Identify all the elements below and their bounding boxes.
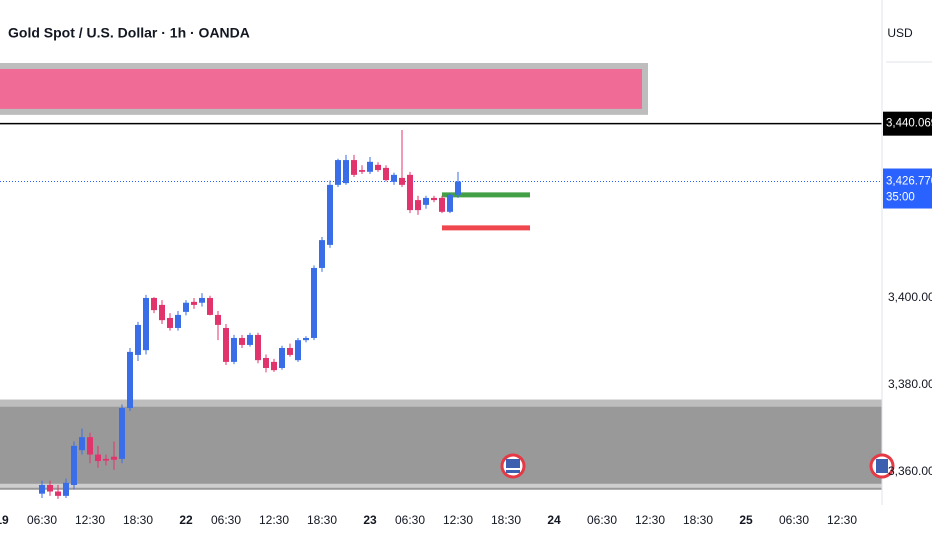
candle-body xyxy=(271,361,277,371)
candle-body xyxy=(335,160,341,185)
candle-body xyxy=(215,314,221,325)
x-tick-label: 06:30 xyxy=(211,513,241,527)
candle-body xyxy=(127,351,133,409)
event-flag xyxy=(500,453,526,479)
candle-body xyxy=(191,301,197,305)
candle-body xyxy=(327,184,333,245)
x-tick-label: 19 xyxy=(0,513,9,527)
event-flag xyxy=(869,453,895,479)
candle-body xyxy=(415,200,421,211)
x-tick-label: 18:30 xyxy=(307,513,337,527)
candle-body xyxy=(175,314,181,328)
candle-body xyxy=(71,445,77,485)
candle-body xyxy=(447,194,453,212)
candle-body xyxy=(39,484,45,494)
candle-body xyxy=(223,327,229,362)
candle-body xyxy=(255,334,261,361)
candle-body xyxy=(431,197,437,201)
x-tick-label: 12:30 xyxy=(75,513,105,527)
last-price-label-bg xyxy=(883,168,932,209)
candle-body xyxy=(455,181,461,195)
candle-body xyxy=(287,347,293,355)
candle-body xyxy=(407,174,413,211)
x-tick-label: 12:30 xyxy=(827,513,857,527)
zone-border xyxy=(0,483,882,488)
candle-body xyxy=(423,197,429,205)
countdown-label: 35:00 xyxy=(886,192,915,204)
candle-body xyxy=(207,297,213,315)
candle-body xyxy=(79,437,85,451)
candle-body xyxy=(55,491,61,496)
candle-body xyxy=(439,197,445,212)
candle-body xyxy=(383,167,389,181)
candle-body xyxy=(391,174,397,182)
x-tick-label: 18:30 xyxy=(123,513,153,527)
x-tick-label: 24 xyxy=(547,513,561,527)
level-label: 3,440.069 xyxy=(886,118,932,130)
zone xyxy=(0,399,882,490)
candle-body xyxy=(199,297,205,303)
x-tick-label: 18:30 xyxy=(683,513,713,527)
candle-body xyxy=(359,170,365,172)
zone xyxy=(0,63,648,115)
x-tick-label: 22 xyxy=(179,513,193,527)
y-tick-label: 3,380.000 xyxy=(888,377,932,391)
candle-body xyxy=(87,437,93,455)
candle-body xyxy=(63,482,69,496)
candle-body xyxy=(119,408,125,459)
candle-body xyxy=(303,337,309,341)
candle-body xyxy=(151,297,157,311)
candle-body xyxy=(183,302,189,312)
zone-border xyxy=(0,399,882,407)
x-tick-label: 12:30 xyxy=(635,513,665,527)
candle-body xyxy=(247,334,253,345)
candle-body xyxy=(295,340,301,361)
currency-label: USD xyxy=(887,26,913,40)
candle-body xyxy=(263,357,269,368)
x-tick-label: 06:30 xyxy=(27,513,57,527)
candle-body xyxy=(135,324,141,355)
x-tick-label: 06:30 xyxy=(779,513,809,527)
candle-body xyxy=(167,317,173,328)
candle-body xyxy=(143,297,149,351)
chart-title: Gold Spot / U.S. Dollar · 1h · OANDA xyxy=(8,25,250,41)
x-tick-label: 12:30 xyxy=(259,513,289,527)
y-tick-label: 3,360.000 xyxy=(888,464,932,478)
candle-body xyxy=(343,160,349,184)
x-tick-label: 23 xyxy=(363,513,377,527)
candle-body xyxy=(231,337,237,362)
last-price-label: 3,426.770 xyxy=(886,176,932,188)
x-tick-label: 12:30 xyxy=(443,513,473,527)
x-tick-label: 18:30 xyxy=(491,513,521,527)
candle-body xyxy=(239,337,245,345)
y-tick-label: 3,400.000 xyxy=(888,290,932,304)
candle-body xyxy=(351,160,357,175)
candle-body xyxy=(319,240,325,268)
candle-body xyxy=(367,161,373,172)
candle-body xyxy=(399,177,405,185)
level-label-bg xyxy=(883,111,932,136)
candle-body xyxy=(103,458,109,461)
x-tick-label: 06:30 xyxy=(587,513,617,527)
candle-body xyxy=(159,304,165,321)
candle-body xyxy=(95,454,101,462)
candle-body xyxy=(47,484,53,492)
candle-body xyxy=(375,164,381,171)
x-tick-label: 06:30 xyxy=(395,513,425,527)
x-tick-label: 25 xyxy=(739,513,753,527)
candle-body xyxy=(111,456,117,460)
candle-body xyxy=(311,267,317,338)
candle-body xyxy=(279,347,285,368)
